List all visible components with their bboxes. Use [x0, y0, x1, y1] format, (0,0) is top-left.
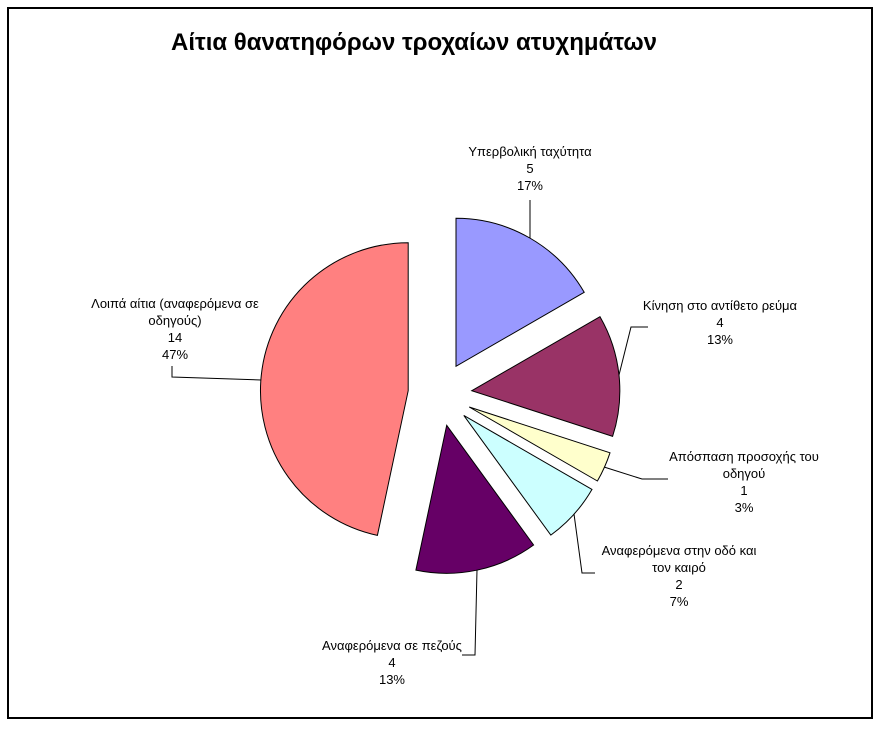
slice-label-percent: 13%	[706, 332, 734, 347]
leader-line-3	[573, 513, 595, 574]
slice-label-text: Αναφερόμενα στην οδό και τον καιρό	[601, 543, 757, 575]
slice-label-value: 4	[716, 315, 724, 330]
leader-line-5	[171, 366, 262, 381]
slice-label-percent: 13%	[378, 672, 406, 687]
slice-label-text: Λοιπά αίτια (αναφερόμενα σε οδηγούς)	[91, 296, 259, 328]
pie-slice-5	[259, 242, 409, 536]
leader-line-2	[603, 466, 668, 480]
slice-label-value: 4	[388, 655, 396, 670]
pie-slice-4	[415, 424, 535, 574]
slice-label-value: 2	[675, 577, 683, 592]
leader-line-4	[462, 569, 478, 656]
slice-label-other-driver-causes: Λοιπά αίτια (αναφερόμενα σε οδηγούς) 14 …	[91, 295, 259, 363]
slice-label-value: 14	[167, 330, 183, 345]
slice-label-percent: 7%	[669, 594, 689, 609]
slice-label-text: Κίνηση στο αντίθετο ρεύμα	[642, 298, 798, 313]
leader-line-1	[618, 326, 648, 376]
chart-title: Αίτια θανατηφόρων τροχαίων ατυχημάτων	[171, 29, 657, 56]
slice-label-pedestrians: Αναφερόμενα σε πεζούς 4 13%	[322, 637, 462, 688]
pie-slice-1	[470, 316, 621, 438]
slice-label-percent: 17%	[516, 178, 544, 193]
slice-label-percent: 47%	[161, 347, 189, 362]
slice-label-text: Αναφερόμενα σε πεζούς	[322, 638, 462, 653]
slice-label-percent: 3%	[734, 500, 754, 515]
slice-label-excessive-speed: Υπερβολική ταχύτητα 5 17%	[468, 143, 591, 194]
slice-label-opposite-lane: Κίνηση στο αντίθετο ρεύμα 4 13%	[643, 297, 797, 348]
slice-label-driver-distraction: Απόσπαση προσοχής του οδηγού 1 3%	[669, 448, 819, 516]
slice-label-text: Απόσπαση προσοχής του οδηγού	[669, 449, 819, 481]
slice-label-value: 1	[740, 483, 748, 498]
slice-label-road-weather: Αναφερόμενα στην οδό και τον καιρό 2 7%	[602, 542, 757, 610]
slice-label-value: 5	[526, 161, 534, 176]
slice-label-text: Υπερβολική ταχύτητα	[468, 144, 592, 159]
pie-slice-0	[455, 217, 585, 368]
